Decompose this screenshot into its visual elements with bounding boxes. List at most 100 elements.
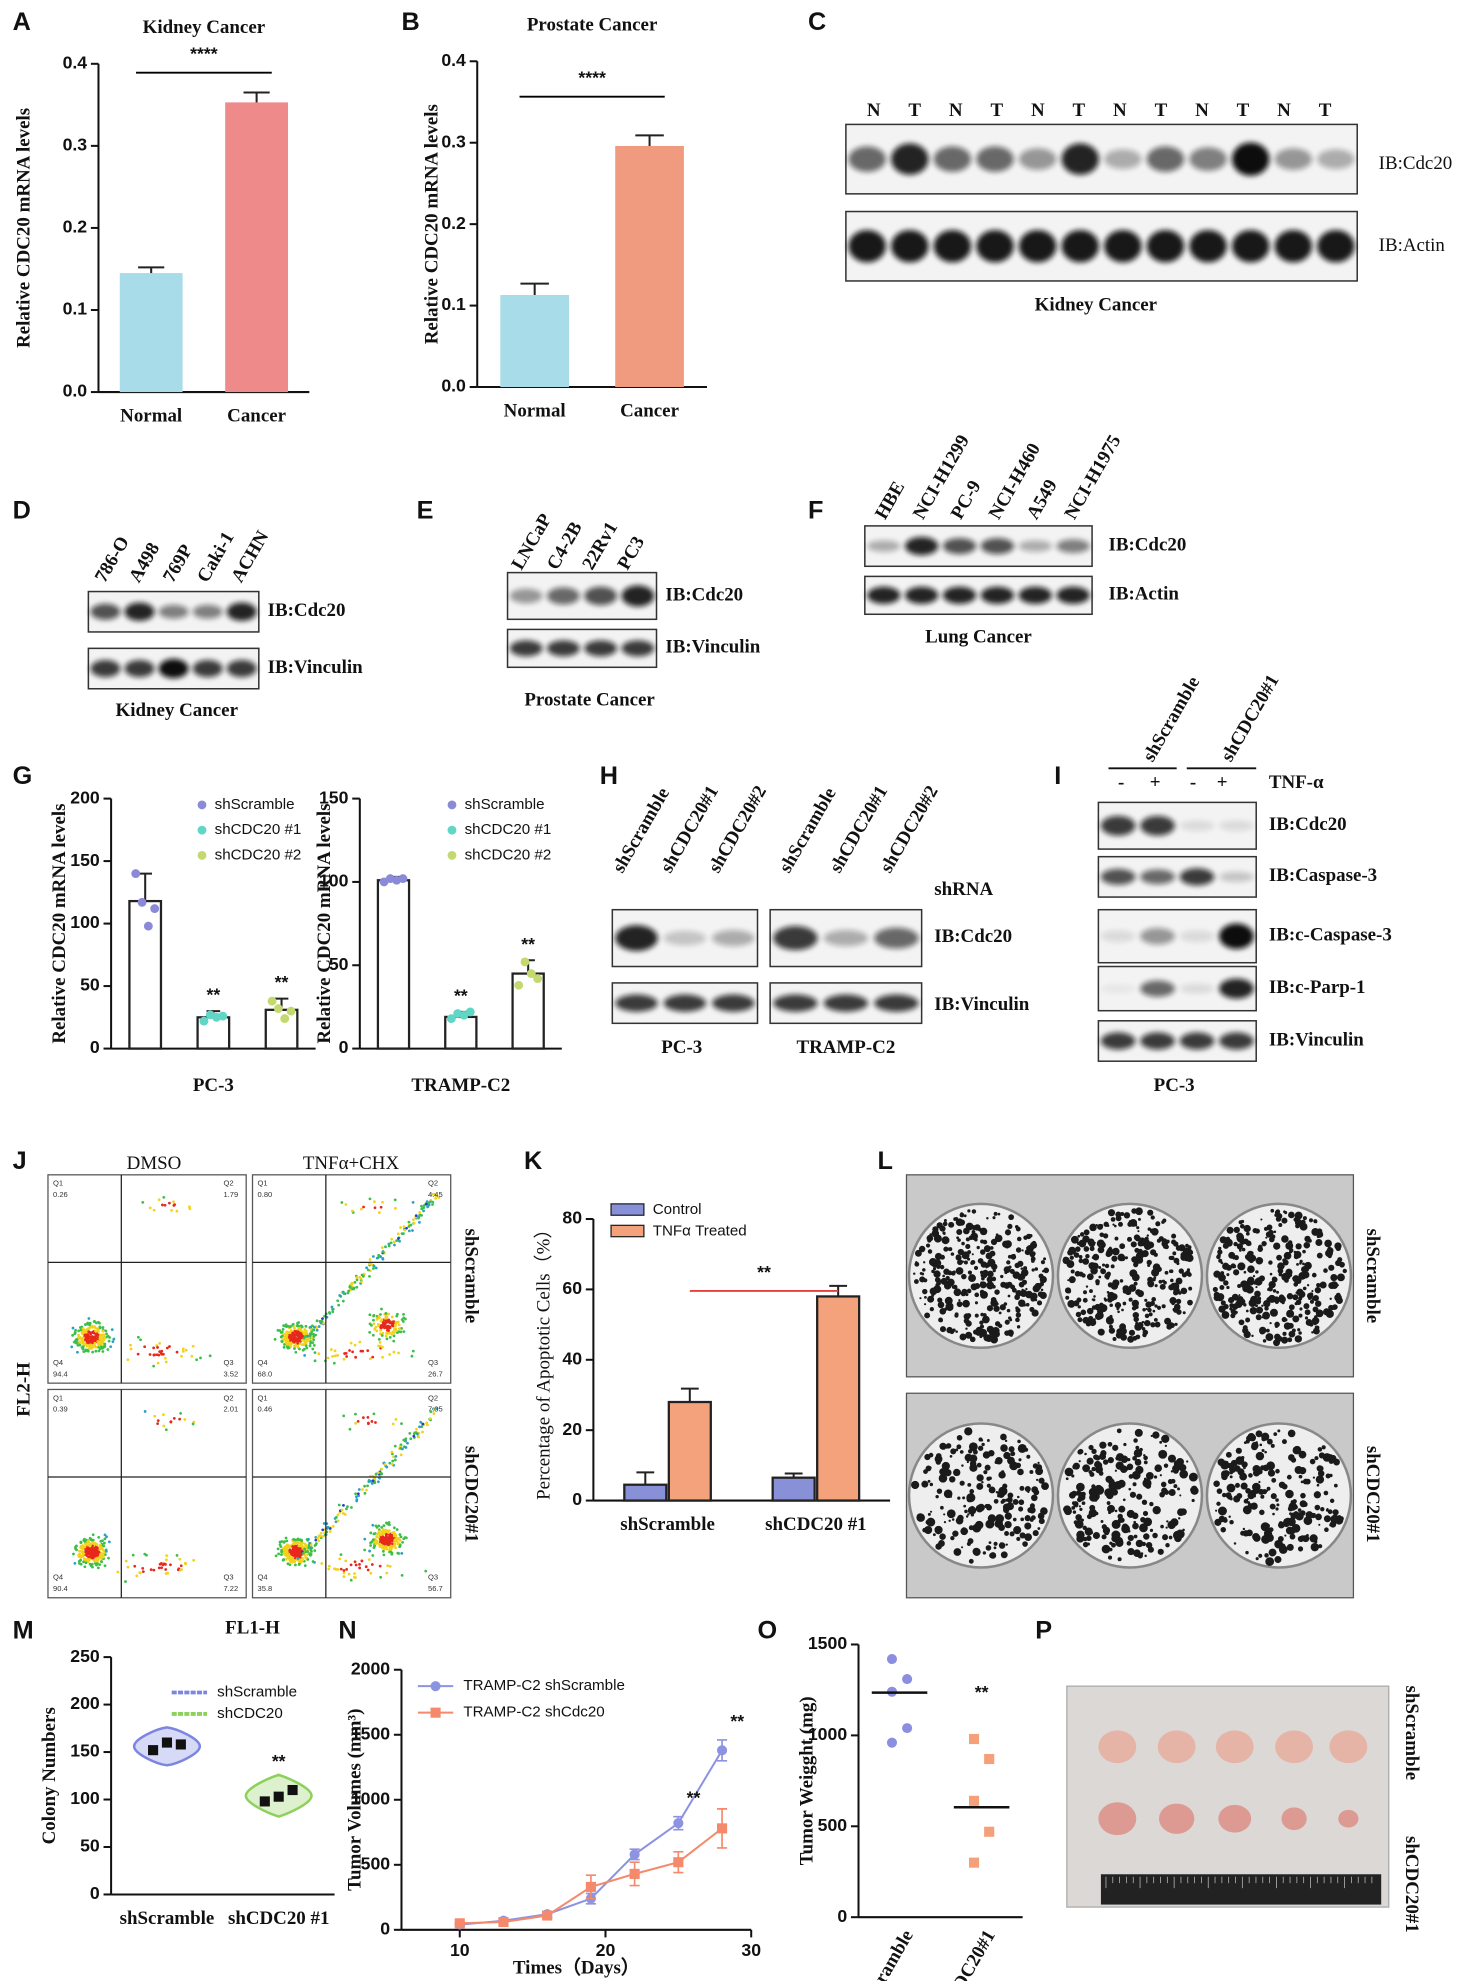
colony (1146, 1259, 1152, 1266)
x-tick-label: Normal (504, 401, 566, 422)
flow-event (394, 1206, 397, 1210)
colony (1270, 1234, 1276, 1240)
flow-event (315, 1328, 319, 1332)
colony (1265, 1236, 1268, 1239)
flow-event (152, 1353, 156, 1357)
colony (1071, 1505, 1076, 1510)
flow-event (298, 1550, 302, 1554)
flow-event (385, 1315, 388, 1319)
colony (1324, 1527, 1329, 1533)
quadrant-name: Q2 (428, 1179, 438, 1188)
treatment-sign: + (1217, 772, 1228, 793)
colony (1111, 1255, 1118, 1262)
blot-band (1146, 230, 1185, 263)
flow-event (398, 1533, 402, 1536)
data-point (886, 1737, 898, 1748)
flow-event (387, 1244, 391, 1248)
colony (1239, 1223, 1245, 1229)
colony (1119, 1279, 1124, 1283)
flow-event (91, 1533, 95, 1537)
flow-event (126, 1565, 130, 1569)
colony (1025, 1302, 1030, 1307)
blot-frame (845, 123, 1358, 195)
colony (1268, 1548, 1277, 1557)
flow-event (340, 1201, 344, 1204)
colony (1255, 1314, 1262, 1321)
colony (1274, 1333, 1281, 1341)
flow-event (409, 1437, 413, 1441)
colony (1316, 1252, 1323, 1259)
flow-event (348, 1349, 351, 1352)
flow-event (299, 1553, 303, 1557)
lane-label: N (1113, 100, 1127, 121)
flow-event (86, 1551, 89, 1555)
lane-label: N (1195, 100, 1209, 121)
colony (1178, 1268, 1184, 1274)
colony (1175, 1277, 1183, 1285)
flow-event (95, 1556, 99, 1560)
colony (1252, 1274, 1256, 1278)
flow-event (195, 1358, 199, 1362)
colony (1095, 1313, 1103, 1321)
flow-event (372, 1264, 376, 1268)
colony (1230, 1308, 1236, 1314)
colony (1248, 1473, 1253, 1478)
colony (1142, 1478, 1152, 1488)
colony (956, 1301, 963, 1308)
blot-band (1018, 148, 1057, 170)
colony (927, 1512, 931, 1516)
colony (1238, 1294, 1241, 1297)
blot-band (584, 586, 618, 606)
colony (1270, 1493, 1277, 1500)
colony (1224, 1280, 1228, 1284)
colony (943, 1268, 950, 1275)
colony (1219, 1284, 1225, 1290)
flow-event (159, 1350, 163, 1354)
colony (1180, 1287, 1188, 1295)
colony (1133, 1223, 1138, 1227)
colony (1105, 1475, 1113, 1483)
flow-event (107, 1339, 111, 1343)
colony (1005, 1498, 1009, 1502)
colony (944, 1296, 953, 1305)
colony (948, 1221, 955, 1228)
blot-band (621, 585, 655, 607)
colony (1285, 1489, 1294, 1499)
flow-event (420, 1425, 424, 1429)
colony (953, 1548, 962, 1556)
colony (1221, 1311, 1230, 1319)
colony (937, 1297, 943, 1303)
colony (1168, 1284, 1175, 1291)
flow-event (384, 1312, 388, 1315)
flow-event (395, 1528, 399, 1531)
colony (1165, 1543, 1170, 1548)
flow-event (149, 1568, 153, 1572)
colony (1020, 1517, 1025, 1522)
colony (965, 1222, 974, 1231)
flow-event (385, 1529, 389, 1533)
flow-event (382, 1536, 386, 1539)
colony (957, 1496, 961, 1500)
colony (1132, 1455, 1137, 1461)
colony (1091, 1484, 1096, 1489)
data-point (717, 1823, 728, 1834)
colony (1146, 1234, 1149, 1237)
colony (1098, 1471, 1104, 1476)
blot-band (1140, 815, 1175, 836)
colony (1304, 1309, 1311, 1316)
flow-event (386, 1564, 390, 1568)
colony (1088, 1508, 1098, 1518)
colony (1091, 1298, 1094, 1301)
flow-event (366, 1484, 369, 1488)
colony (1243, 1270, 1247, 1274)
colony (1004, 1520, 1012, 1529)
data-point (673, 1857, 684, 1868)
colony (1218, 1246, 1222, 1251)
colony (942, 1447, 946, 1450)
flow-event (296, 1321, 299, 1325)
significance-mark: ** (272, 1751, 286, 1771)
colony (1320, 1507, 1325, 1512)
colony (1076, 1530, 1085, 1540)
flow-event (129, 1343, 132, 1347)
colony (1006, 1281, 1013, 1288)
